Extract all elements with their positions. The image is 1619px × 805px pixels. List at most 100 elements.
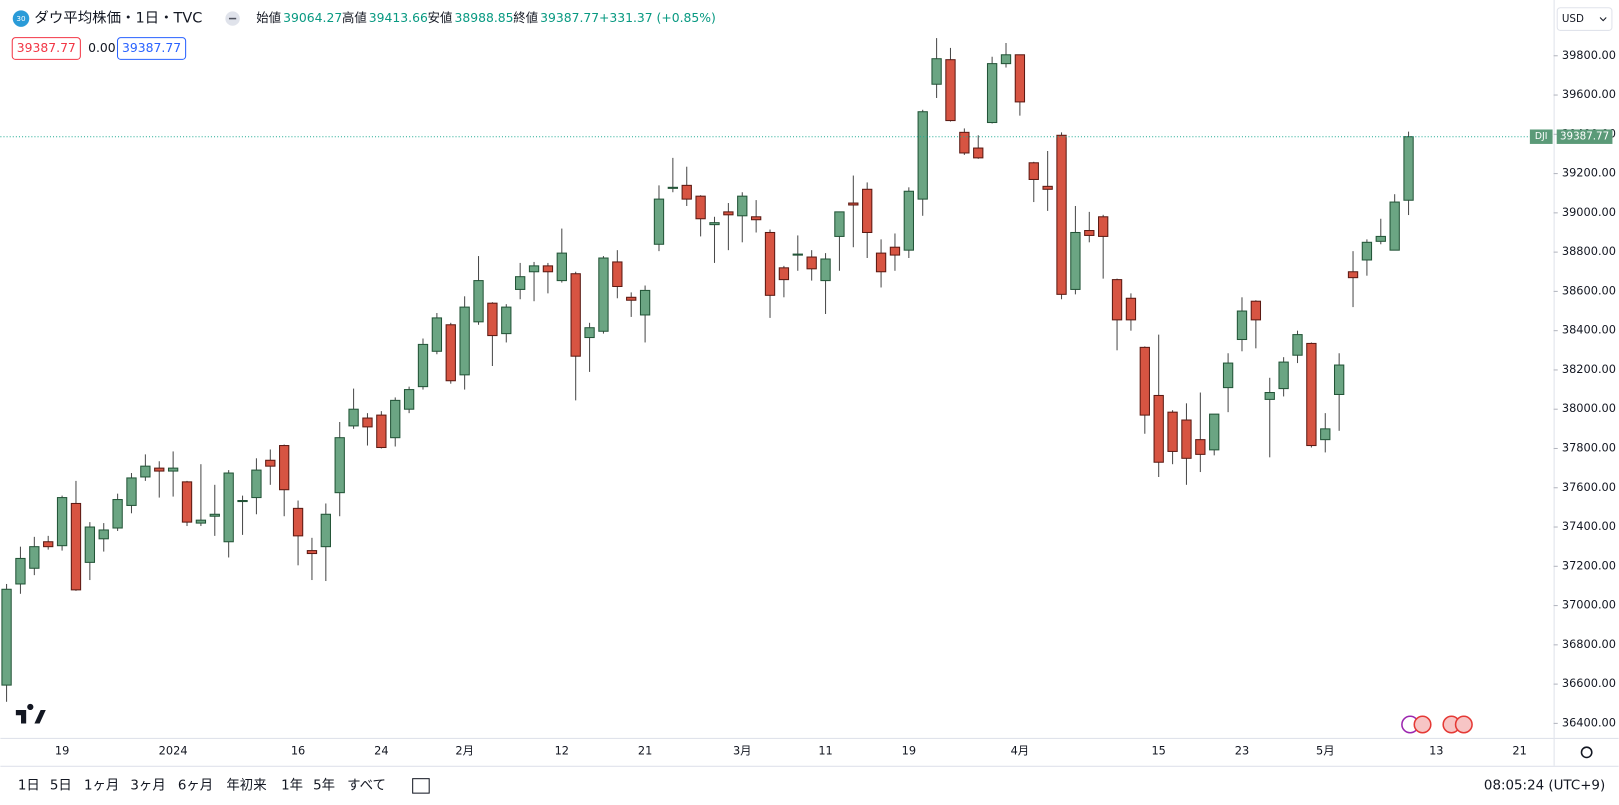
candle-body [959, 131, 970, 154]
y-tick-label: 38000.00 [1562, 401, 1616, 415]
candle-body [1222, 362, 1234, 389]
candle-body [598, 257, 609, 332]
y-tick-label: 38400.00 [1562, 323, 1616, 337]
x-tick-label: 24 [374, 743, 388, 757]
settings-icon[interactable] [1580, 746, 1593, 759]
candle-body [1347, 271, 1359, 279]
candle-body [473, 280, 484, 323]
candle-body [889, 246, 901, 256]
candle-body [126, 477, 137, 506]
candle-body [986, 63, 998, 124]
low-value: 38988.85 [454, 11, 513, 25]
range-button[interactable]: 5日 [50, 778, 72, 793]
symbol-icon [12, 10, 30, 27]
range-button[interactable]: 年初来 [226, 777, 266, 793]
candle-body [1139, 346, 1150, 416]
y-tick-label: 39000.00 [1562, 205, 1616, 219]
candle-body [306, 550, 318, 555]
candle-body [556, 252, 567, 282]
y-tick-label: 37200.00 [1562, 558, 1616, 572]
candle-body [487, 302, 498, 337]
y-tick-label: 38800.00 [1562, 244, 1616, 258]
candle-body [1375, 235, 1386, 242]
range-button[interactable]: 1年 [281, 777, 303, 793]
x-tick-label: 19 [902, 743, 916, 757]
candle-body [223, 472, 234, 543]
candle-body [445, 324, 456, 382]
range-button[interactable]: 1日 [18, 778, 40, 793]
range-button[interactable]: 6ヶ月 [178, 778, 213, 793]
range-button[interactable]: すべて [347, 777, 386, 793]
candle-body [112, 499, 123, 529]
candle-body [778, 267, 790, 281]
candle-body [834, 211, 845, 237]
candle-body [709, 222, 720, 226]
candle-body [98, 529, 109, 540]
sell-box[interactable] [11, 37, 81, 60]
plot-area [0, 38, 1554, 702]
candle-body [251, 469, 262, 499]
x-tick-label: 2024 [159, 743, 188, 757]
candle-body [403, 389, 415, 410]
y-tick-label: 37000.00 [1562, 598, 1616, 612]
candle-body [1000, 54, 1012, 65]
event-icon[interactable] [1454, 715, 1473, 734]
candle-body [653, 198, 665, 245]
candle-body [43, 541, 54, 548]
candle-body [1098, 216, 1109, 237]
currency: USD [1562, 13, 1584, 25]
candle-body [1181, 419, 1192, 459]
candle-body [1292, 334, 1303, 356]
high-label: 高値 [342, 10, 367, 25]
candle-body [1236, 310, 1248, 341]
candle-body [542, 265, 554, 273]
y-tick-label: 37800.00 [1562, 440, 1616, 454]
x-tick-label: 23 [1235, 743, 1249, 757]
candle-body [667, 186, 679, 189]
candle-body [515, 276, 526, 290]
y-tick-label: 38600.00 [1562, 283, 1616, 297]
open-label: 始値 [256, 10, 281, 25]
last-price-tag [1556, 129, 1613, 144]
candle-body [903, 190, 914, 251]
currency-select[interactable] [1556, 7, 1613, 31]
candle-body [195, 519, 207, 524]
candle-body [167, 467, 179, 472]
candle-body [1028, 162, 1039, 180]
x-tick-label: 21 [1512, 743, 1526, 757]
buy-box[interactable] [116, 37, 187, 60]
candle-body [1361, 241, 1373, 261]
last-price-label: 39387.77 [1560, 131, 1609, 143]
candle-body [154, 467, 165, 472]
candle-body [792, 253, 803, 256]
candle-body [1070, 231, 1081, 290]
candle-body [639, 289, 651, 316]
candle-body [501, 306, 512, 335]
x-tick-label: 19 [55, 743, 69, 757]
x-tick-label: 13 [1429, 743, 1443, 757]
candle-body [1042, 185, 1053, 190]
candle-body [723, 211, 734, 216]
candle-body [390, 399, 401, 439]
close-value: 39387.77 [540, 11, 599, 25]
candle-body [764, 231, 776, 296]
candle-body [1389, 201, 1400, 251]
y-tick-label: 38200.00 [1562, 362, 1616, 376]
candle-body [1264, 392, 1275, 400]
candle-body [820, 258, 831, 282]
x-tick-label: 11 [818, 743, 832, 757]
event-icon[interactable] [1413, 715, 1432, 734]
range-button[interactable]: 5年 [313, 777, 335, 793]
candle-body [1320, 428, 1331, 441]
candle-body [750, 216, 762, 221]
y-tick-label: 39200.00 [1562, 166, 1616, 180]
range-button[interactable]: 1ヶ月 [84, 778, 119, 793]
y-tick-label: 37600.00 [1562, 480, 1616, 494]
candle-body [1167, 411, 1178, 452]
candle-body [1195, 439, 1206, 455]
candle-body [362, 417, 373, 428]
date-range-icon[interactable] [412, 778, 430, 794]
range-button[interactable]: 3ヶ月 [130, 778, 165, 793]
